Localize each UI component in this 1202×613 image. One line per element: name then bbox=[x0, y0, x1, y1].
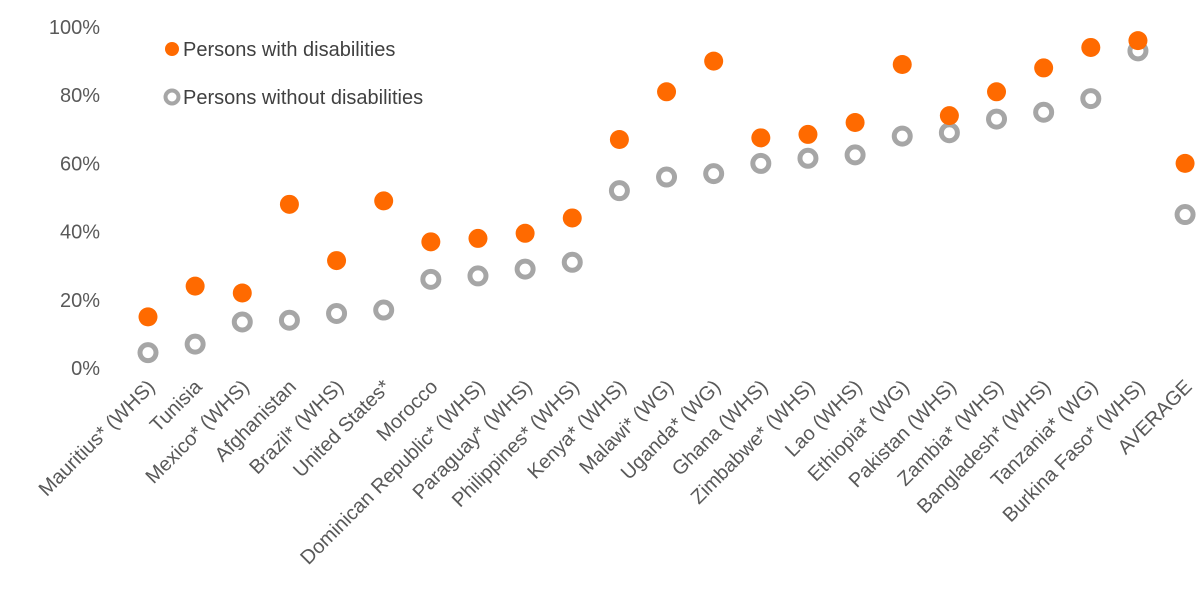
point-without-disabilities bbox=[231, 311, 253, 333]
point-without-disabilities bbox=[844, 144, 866, 166]
point-without-disabilities bbox=[514, 258, 536, 280]
x-tick-label: Mauritius* (WHS) bbox=[35, 376, 160, 501]
point-with-disabilities bbox=[1081, 37, 1101, 57]
point-with-disabilities bbox=[987, 82, 1007, 102]
legend-label-without: Persons without disabilities bbox=[183, 87, 423, 109]
point-with-disabilities bbox=[421, 232, 441, 252]
point-without-disabilities bbox=[797, 147, 819, 169]
point-without-disabilities bbox=[278, 309, 300, 331]
series-persons-without-disabilities bbox=[137, 40, 1196, 364]
point-with-disabilities bbox=[279, 194, 299, 214]
point-without-disabilities bbox=[608, 180, 630, 202]
point-without-disabilities bbox=[986, 108, 1008, 130]
point-without-disabilities bbox=[1174, 204, 1196, 226]
point-with-disabilities bbox=[1175, 153, 1195, 173]
point-with-disabilities bbox=[845, 112, 865, 132]
legend: Persons with disabilities Persons withou… bbox=[163, 39, 423, 109]
point-without-disabilities bbox=[656, 166, 678, 188]
point-with-disabilities bbox=[609, 130, 629, 150]
point-without-disabilities bbox=[1033, 101, 1055, 123]
point-without-disabilities bbox=[420, 268, 442, 290]
y-tick-label: 100% bbox=[49, 17, 100, 39]
point-without-disabilities bbox=[703, 163, 725, 185]
y-tick-label: 40% bbox=[60, 222, 100, 244]
point-with-disabilities bbox=[185, 276, 205, 296]
y-axis-labels: 0% 20% 40% 60% 80% 100% bbox=[49, 17, 100, 380]
point-without-disabilities bbox=[326, 302, 348, 324]
legend-marker-without bbox=[163, 88, 181, 106]
point-with-disabilities bbox=[939, 106, 959, 126]
point-with-disabilities bbox=[1034, 58, 1054, 78]
point-with-disabilities bbox=[657, 82, 677, 102]
point-without-disabilities bbox=[750, 152, 772, 174]
point-with-disabilities bbox=[1128, 31, 1148, 51]
point-without-disabilities bbox=[938, 122, 960, 144]
y-tick-label: 20% bbox=[60, 290, 100, 312]
point-with-disabilities bbox=[515, 223, 535, 243]
point-with-disabilities bbox=[704, 51, 724, 71]
point-without-disabilities bbox=[373, 299, 395, 321]
legend-label-with: Persons with disabilities bbox=[183, 39, 395, 61]
y-tick-label: 60% bbox=[60, 153, 100, 175]
point-with-disabilities bbox=[562, 208, 582, 228]
legend-marker-with bbox=[165, 42, 179, 56]
point-without-disabilities bbox=[891, 125, 913, 147]
point-with-disabilities bbox=[798, 124, 818, 144]
point-without-disabilities bbox=[561, 251, 583, 273]
point-without-disabilities bbox=[467, 265, 489, 287]
point-with-disabilities bbox=[138, 307, 158, 327]
point-with-disabilities bbox=[892, 55, 912, 75]
point-with-disabilities bbox=[374, 191, 394, 211]
point-with-disabilities bbox=[327, 251, 347, 271]
point-without-disabilities bbox=[1080, 88, 1102, 110]
point-with-disabilities bbox=[232, 283, 252, 303]
point-with-disabilities bbox=[468, 228, 488, 248]
series-persons-with-disabilities bbox=[138, 31, 1195, 327]
y-tick-label: 0% bbox=[71, 358, 100, 380]
y-tick-label: 80% bbox=[60, 85, 100, 107]
point-without-disabilities bbox=[184, 333, 206, 355]
point-with-disabilities bbox=[751, 128, 771, 148]
point-without-disabilities bbox=[137, 342, 159, 364]
